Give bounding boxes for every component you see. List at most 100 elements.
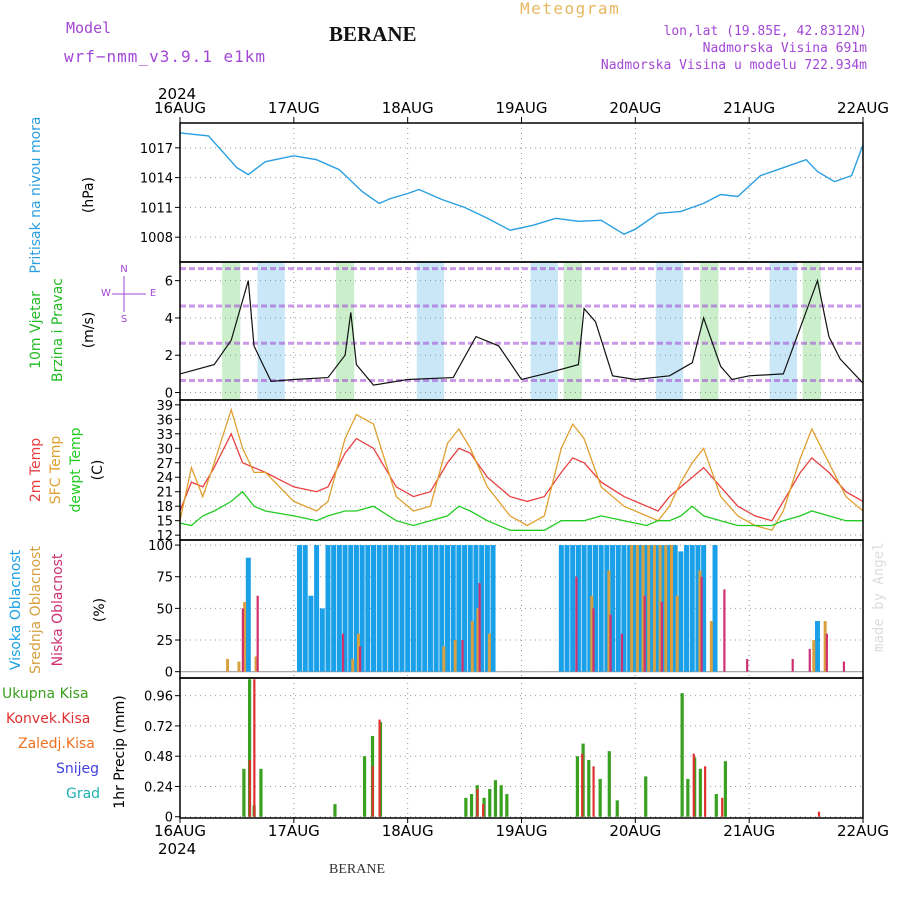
precip-bar bbox=[587, 759, 591, 817]
y-tick-label: 36 bbox=[156, 413, 173, 428]
cloud-bar bbox=[808, 648, 811, 672]
cloud-bar bbox=[410, 545, 416, 672]
cloud-bar bbox=[604, 545, 610, 672]
cloud-bar bbox=[592, 545, 598, 672]
cloud-bar bbox=[592, 608, 595, 672]
panel-frame bbox=[179, 677, 864, 819]
wind-axis-label-2: Brzina i Pravac bbox=[50, 278, 66, 382]
y-tick-label: 75 bbox=[156, 571, 173, 586]
y-tick-label: 18 bbox=[156, 500, 173, 515]
cloud-bar bbox=[308, 595, 314, 672]
cloud-bar bbox=[351, 659, 355, 672]
cloud-bar bbox=[825, 633, 828, 672]
y-tick-label: 4 bbox=[165, 312, 173, 327]
y-tick-label: 15 bbox=[156, 515, 173, 530]
chart-kind-title: Meteogram bbox=[520, 0, 621, 18]
precip-bar bbox=[704, 766, 707, 817]
cloud-bar bbox=[630, 545, 634, 672]
precip-legend-item: Snijeg bbox=[56, 761, 99, 777]
cloud-bar bbox=[359, 646, 362, 672]
wind-axis-label-1: 10m Vjetar bbox=[28, 291, 44, 369]
wind-barb-band bbox=[530, 262, 558, 400]
y-tick-label: 100 bbox=[148, 539, 173, 554]
y-tick-label: 0 bbox=[165, 666, 173, 681]
cloud-bar bbox=[470, 621, 474, 672]
cloud-bar bbox=[243, 602, 247, 672]
time-tick-label-top: 16AUG bbox=[154, 99, 206, 117]
cloud-bar bbox=[647, 545, 651, 672]
cloud-bar bbox=[314, 545, 320, 672]
temp-line-0 bbox=[179, 432, 864, 522]
cloud-bar bbox=[746, 659, 749, 672]
y-tick-label: 0.72 bbox=[144, 720, 173, 735]
cloud-bar bbox=[689, 545, 695, 672]
wind-speed-line bbox=[179, 278, 864, 386]
cloud-bar bbox=[399, 545, 405, 672]
cloud-bar bbox=[575, 545, 581, 672]
cloud-bar bbox=[652, 545, 656, 672]
precip-bar bbox=[482, 804, 485, 817]
cloud-bar bbox=[575, 576, 578, 672]
wind-barb-band bbox=[257, 262, 285, 400]
compass-north-label: N bbox=[120, 264, 127, 275]
cloud-bar bbox=[564, 545, 570, 672]
cloud-bar bbox=[422, 545, 428, 672]
wind-barb-band bbox=[802, 262, 821, 400]
cloud-bar bbox=[365, 545, 371, 672]
cloud-bar bbox=[701, 545, 707, 672]
cloud-bar bbox=[649, 545, 655, 672]
cloud-bar bbox=[256, 595, 259, 672]
cloud-bar bbox=[700, 576, 703, 672]
precip-legend-item: Zaledj.Kisa bbox=[18, 736, 95, 752]
wind-barb-band bbox=[222, 262, 241, 400]
temp-axis-label-2: SFC Temp bbox=[48, 436, 64, 505]
time-tick-label-top: 19AUG bbox=[496, 99, 548, 117]
cloud-bar bbox=[590, 595, 594, 672]
time-tick-label-bottom: 19AUG bbox=[496, 822, 548, 840]
cloud-bar bbox=[695, 545, 701, 672]
cloud-bar bbox=[655, 545, 661, 672]
precip-bar bbox=[362, 756, 367, 817]
precip-bar bbox=[499, 785, 503, 817]
precip-bar bbox=[714, 794, 718, 817]
precip-bar bbox=[723, 761, 727, 817]
time-tick-label-top: 20AUG bbox=[609, 99, 661, 117]
cloud-bar bbox=[644, 545, 650, 672]
pressure-line bbox=[179, 132, 864, 235]
cloud-bar bbox=[490, 545, 496, 672]
y-tick-label: 6 bbox=[165, 275, 173, 290]
cloud-bar bbox=[462, 545, 468, 672]
cloud-axis-label-3: Niska Oblacnost bbox=[50, 553, 66, 666]
cloud-unit-label: (%) bbox=[92, 598, 108, 622]
cloud-bar bbox=[319, 608, 325, 672]
cloud-bar bbox=[450, 545, 456, 672]
cloud-bar bbox=[382, 545, 388, 672]
precip-bar bbox=[378, 719, 381, 817]
precip-bar bbox=[592, 766, 595, 817]
cloud-bar bbox=[723, 589, 726, 672]
cloud-bar bbox=[684, 545, 690, 672]
time-tick-label-top: 22AUG bbox=[837, 99, 889, 117]
y-tick-label: 30 bbox=[156, 442, 173, 457]
cloud-bar bbox=[416, 545, 422, 672]
cloud-bar bbox=[487, 633, 491, 672]
cloud-bar bbox=[661, 545, 667, 672]
y-tick-label: 0.96 bbox=[144, 690, 173, 705]
cloud-bar bbox=[376, 545, 382, 672]
cloud-bar bbox=[341, 633, 345, 672]
y-tick-label: 33 bbox=[156, 428, 173, 443]
cloud-axis-label-1: Visoka Oblacnost bbox=[8, 549, 24, 670]
cloud-bar bbox=[331, 545, 337, 672]
precip-bar bbox=[488, 788, 492, 817]
temp-line-1 bbox=[179, 407, 864, 532]
precip-bar bbox=[247, 679, 252, 817]
year-label-bottom: 2024 bbox=[158, 840, 196, 858]
cloud-bar bbox=[581, 545, 587, 672]
cloud-bar bbox=[635, 545, 639, 672]
precip-legend-item: Konvek.Kisa bbox=[6, 711, 90, 727]
cloud-bar bbox=[712, 545, 718, 672]
precip-bar bbox=[598, 778, 602, 817]
cloud-bar bbox=[823, 621, 827, 672]
wind-barb-band bbox=[416, 262, 445, 400]
